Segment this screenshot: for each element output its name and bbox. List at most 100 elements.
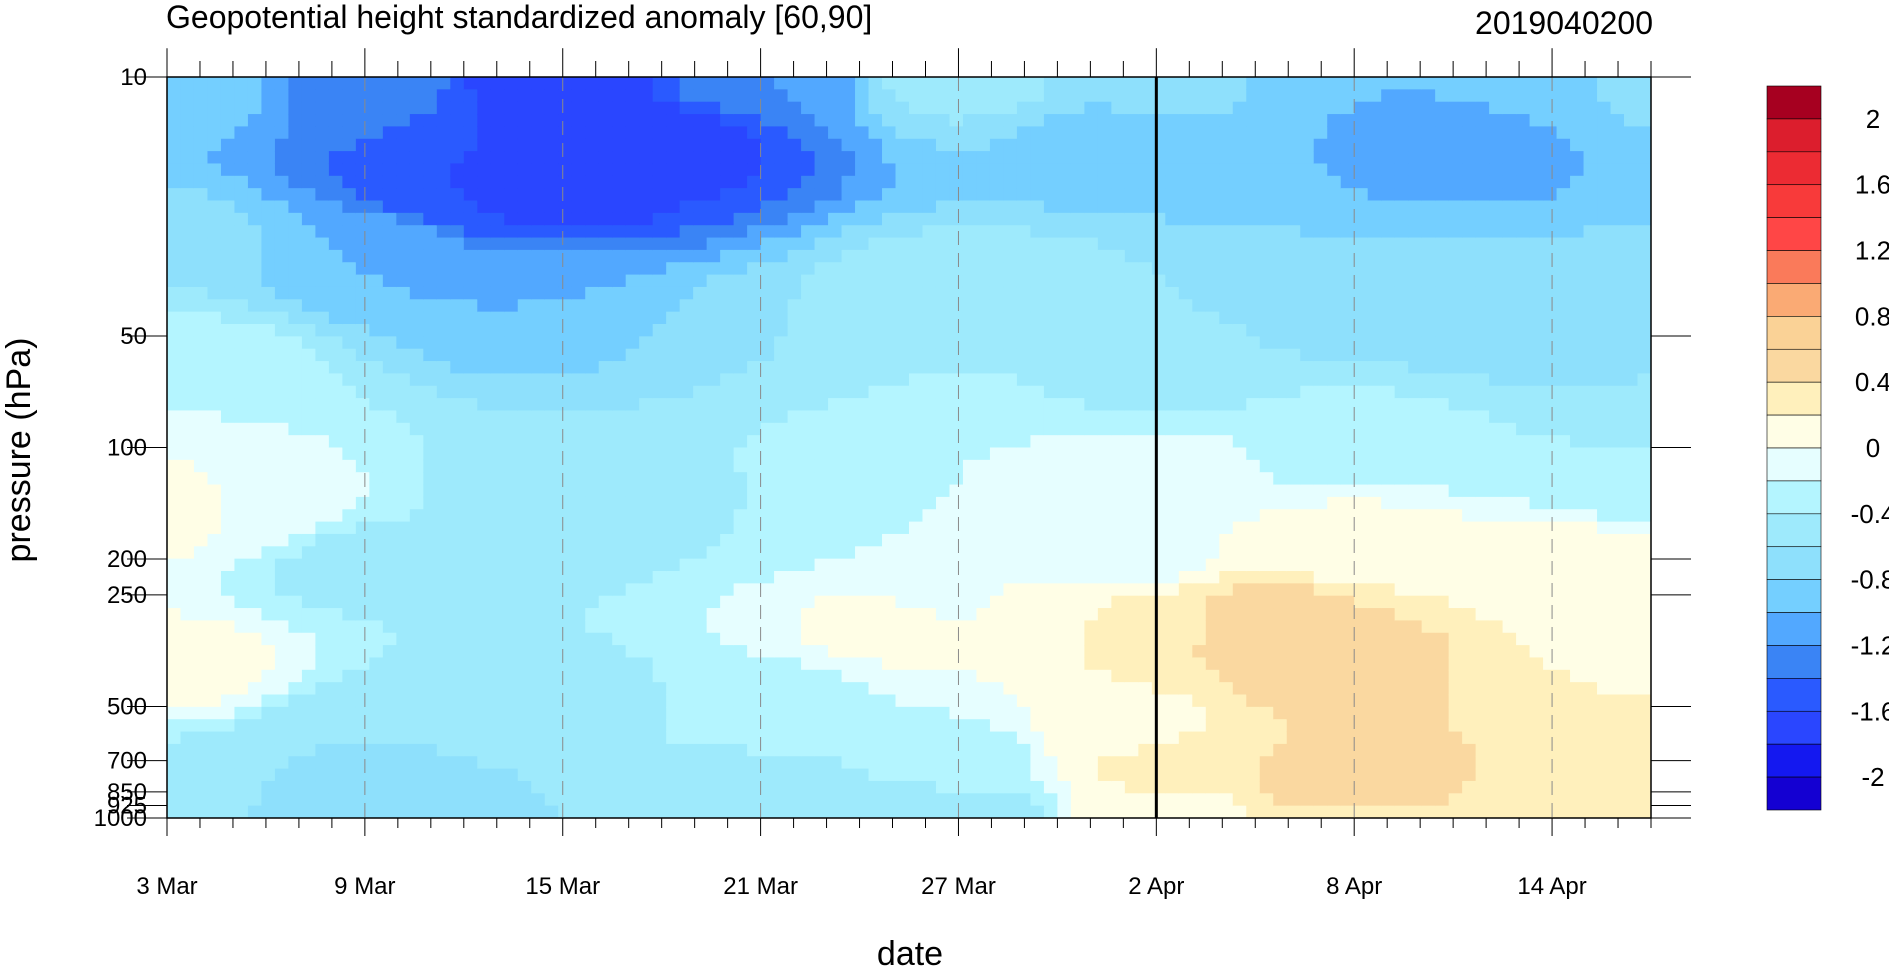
field-cell [666, 336, 681, 350]
field-cell [382, 435, 397, 449]
field-cell [1084, 620, 1099, 634]
field-cell [315, 348, 330, 362]
field-cell [1124, 558, 1139, 572]
field-cell [477, 262, 492, 276]
field-cell [193, 719, 209, 733]
field-cell [841, 385, 856, 399]
field-cell [706, 805, 721, 818]
field-cell [355, 175, 370, 189]
field-cell [477, 237, 492, 251]
field-cell [382, 496, 397, 510]
field-cell [625, 768, 640, 782]
field-cell [868, 212, 883, 226]
field-cell [1111, 175, 1126, 189]
field-cell [989, 385, 1005, 399]
field-cell [1205, 422, 1220, 436]
field-cell [450, 262, 465, 276]
field-cell [1219, 546, 1234, 560]
field-cell [167, 608, 182, 621]
field-cell [1003, 657, 1018, 671]
field-cell [490, 669, 505, 683]
field-cell [1232, 410, 1247, 424]
field-cell [1111, 768, 1126, 782]
field-cell [1259, 286, 1274, 300]
field-cell [234, 422, 249, 436]
field-cell [342, 101, 357, 115]
field-cell [625, 694, 640, 708]
field-cell [828, 373, 843, 387]
field-cell [288, 620, 303, 634]
field-cell [814, 669, 829, 683]
field-cell [1043, 719, 1058, 733]
field-cell [855, 114, 870, 127]
field-cell [1016, 410, 1032, 424]
field-cell [814, 435, 829, 449]
field-cell [666, 719, 681, 733]
field-cell [935, 435, 951, 449]
field-cell [450, 509, 465, 523]
field-cell [774, 472, 789, 486]
field-cell [895, 595, 910, 609]
field-cell [989, 608, 1005, 621]
field-cell [693, 743, 708, 757]
field-cell [1043, 274, 1058, 288]
field-cell [652, 632, 667, 646]
field-cell [639, 608, 654, 621]
field-cell [261, 398, 276, 412]
field-cell [1097, 373, 1112, 387]
field-cell [1165, 657, 1180, 671]
field-cell [1219, 225, 1234, 239]
field-cell [247, 212, 263, 226]
field-cell [1111, 126, 1126, 140]
field-cell [922, 546, 937, 560]
field-cell [612, 348, 627, 362]
field-cell [989, 126, 1005, 140]
plot-area [166, 76, 1652, 819]
field-cell [396, 410, 411, 424]
field-cell [1030, 188, 1045, 202]
field-cell [288, 138, 303, 152]
field-cell [1124, 324, 1139, 337]
field-cell [949, 484, 964, 498]
field-cell [1219, 410, 1234, 424]
field-cell [490, 200, 505, 214]
field-cell [868, 780, 883, 794]
field-cell [490, 496, 505, 510]
field-cell [1165, 126, 1180, 140]
field-cell [868, 286, 883, 300]
field-cell [1259, 743, 1274, 757]
field-cell [234, 558, 249, 572]
field-cell [1219, 435, 1234, 449]
field-cell [733, 324, 748, 337]
field-cell [868, 484, 883, 498]
field-cell [1219, 756, 1234, 770]
field-cell [450, 163, 465, 177]
field-cell [180, 175, 195, 189]
field-cell [180, 484, 195, 498]
field-cell [369, 188, 384, 202]
field-cell [544, 200, 559, 214]
field-cell [693, 521, 708, 535]
field-cell [814, 756, 829, 770]
field-cell [1178, 583, 1193, 597]
field-cell [544, 138, 559, 152]
field-cell [369, 410, 384, 424]
field-cell [1057, 780, 1072, 794]
field-cell [747, 435, 762, 449]
field-cell [612, 89, 627, 103]
field-cell [180, 274, 195, 288]
field-cell [1003, 114, 1018, 127]
field-cell [1178, 348, 1193, 362]
field-cell [1219, 472, 1234, 486]
field-cell [922, 348, 937, 362]
field-cell [1273, 348, 1288, 362]
field-cell [274, 509, 290, 523]
field-cell [288, 447, 303, 461]
field-cell [396, 175, 411, 189]
field-cell [504, 496, 519, 510]
field-cell [517, 373, 532, 387]
field-cell [1219, 274, 1234, 288]
field-cell [1084, 373, 1099, 387]
field-cell [558, 114, 573, 127]
field-cell [328, 89, 343, 103]
